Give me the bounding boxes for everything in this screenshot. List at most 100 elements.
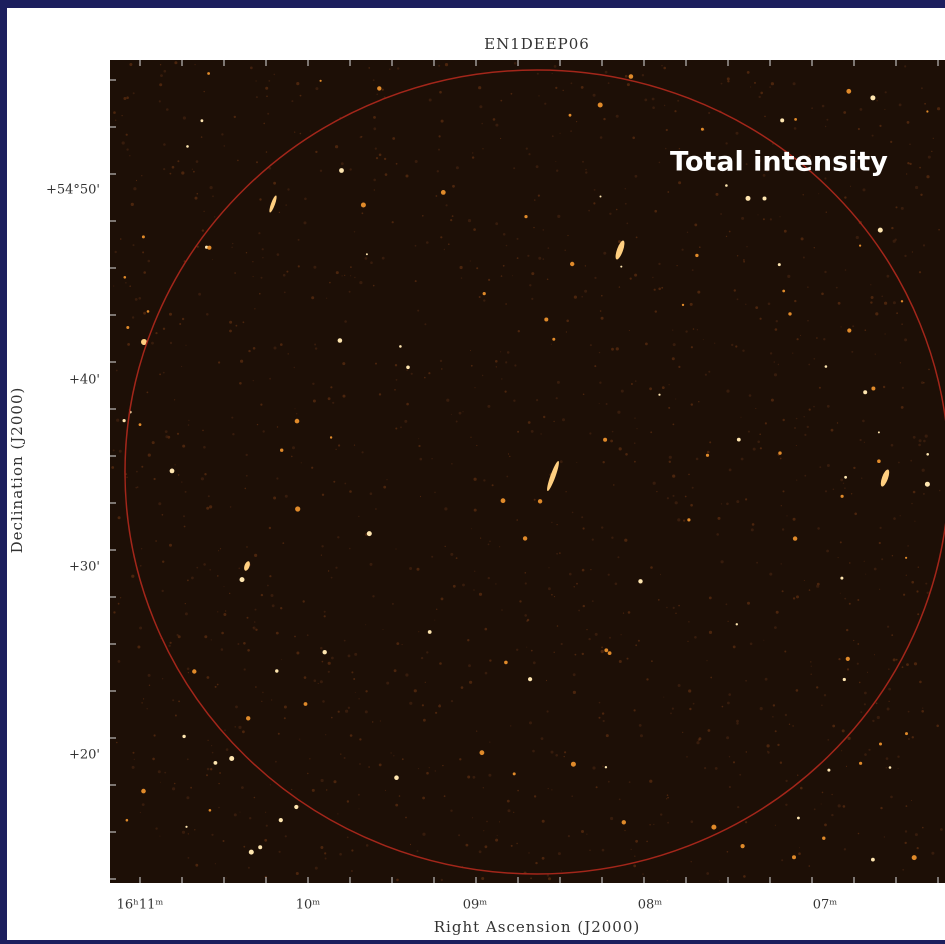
noise-speck <box>452 215 454 217</box>
noise-speck <box>282 542 284 544</box>
noise-speck <box>675 613 676 614</box>
noise-speck <box>880 807 882 809</box>
source <box>658 394 660 396</box>
noise-speck <box>809 865 811 867</box>
noise-speck <box>650 431 652 433</box>
noise-speck <box>126 96 129 99</box>
noise-speck <box>314 679 317 682</box>
noise-speck <box>928 156 931 159</box>
noise-speck <box>716 533 719 536</box>
noise-speck <box>365 624 366 625</box>
noise-speck <box>624 830 625 831</box>
source <box>912 855 917 860</box>
noise-speck <box>368 766 370 768</box>
noise-speck <box>471 528 472 529</box>
noise-speck <box>887 708 890 711</box>
noise-speck <box>686 756 687 757</box>
noise-speck <box>911 800 912 801</box>
noise-speck <box>395 364 397 366</box>
source <box>741 844 745 848</box>
noise-speck <box>267 585 269 587</box>
noise-speck <box>727 77 730 80</box>
noise-speck <box>254 797 256 799</box>
noise-speck <box>696 458 699 461</box>
source <box>201 119 204 122</box>
noise-speck <box>821 293 824 296</box>
noise-speck <box>699 246 701 248</box>
noise-speck <box>111 466 114 469</box>
noise-speck <box>168 645 170 647</box>
noise-speck <box>450 219 452 221</box>
noise-speck <box>441 368 442 369</box>
noise-speck <box>737 255 738 256</box>
noise-speck <box>601 295 603 297</box>
noise-speck <box>248 350 250 352</box>
noise-speck <box>940 828 943 831</box>
noise-speck <box>307 634 309 636</box>
noise-speck <box>784 651 786 653</box>
source <box>763 197 767 201</box>
noise-speck <box>461 277 462 278</box>
noise-speck <box>439 662 442 665</box>
source <box>323 650 327 654</box>
noise-speck <box>898 768 899 769</box>
noise-speck <box>567 235 568 236</box>
noise-speck <box>556 553 558 555</box>
noise-speck <box>492 484 494 486</box>
noise-speck <box>499 546 500 547</box>
noise-speck <box>256 81 257 82</box>
noise-speck <box>366 844 369 847</box>
noise-speck <box>512 275 513 276</box>
figure: EN1DEEP06 Total intensity Right Ascensio… <box>0 0 945 940</box>
noise-speck <box>538 195 540 197</box>
noise-speck <box>336 449 337 450</box>
noise-speck <box>652 277 653 278</box>
noise-speck <box>409 567 412 570</box>
noise-speck <box>634 855 636 857</box>
noise-speck <box>589 432 591 434</box>
noise-speck <box>236 325 238 327</box>
noise-speck <box>763 218 765 220</box>
noise-speck <box>879 542 881 544</box>
noise-speck <box>634 461 636 463</box>
noise-speck <box>373 79 375 81</box>
noise-speck <box>385 790 386 791</box>
noise-speck <box>115 251 117 253</box>
noise-speck <box>794 427 796 429</box>
source <box>622 820 626 824</box>
source <box>701 128 704 131</box>
noise-speck <box>483 787 484 788</box>
y-tick-label: +40' <box>69 373 100 388</box>
noise-speck <box>628 611 631 614</box>
noise-speck <box>341 162 344 165</box>
noise-speck <box>255 686 257 688</box>
noise-speck <box>158 502 161 505</box>
noise-speck <box>904 255 906 257</box>
noise-speck <box>574 296 577 299</box>
noise-speck <box>354 653 357 656</box>
noise-speck <box>651 660 653 662</box>
noise-speck <box>506 476 508 478</box>
noise-speck <box>181 366 182 367</box>
noise-speck <box>760 447 762 449</box>
noise-speck <box>844 196 846 198</box>
noise-speck <box>649 824 650 825</box>
noise-speck <box>838 804 841 807</box>
source <box>214 761 218 765</box>
noise-speck <box>813 406 815 408</box>
noise-speck <box>912 736 914 738</box>
noise-speck <box>785 780 787 782</box>
noise-speck <box>266 151 268 153</box>
noise-speck <box>861 478 862 479</box>
noise-speck <box>528 852 529 853</box>
source <box>182 735 185 738</box>
source <box>695 254 698 257</box>
source <box>571 762 576 767</box>
noise-speck <box>754 82 756 84</box>
noise-speck <box>721 503 722 504</box>
noise-speck <box>450 553 453 556</box>
noise-speck <box>578 610 580 612</box>
noise-speck <box>247 649 250 652</box>
noise-speck <box>418 631 419 632</box>
noise-speck <box>342 362 345 365</box>
